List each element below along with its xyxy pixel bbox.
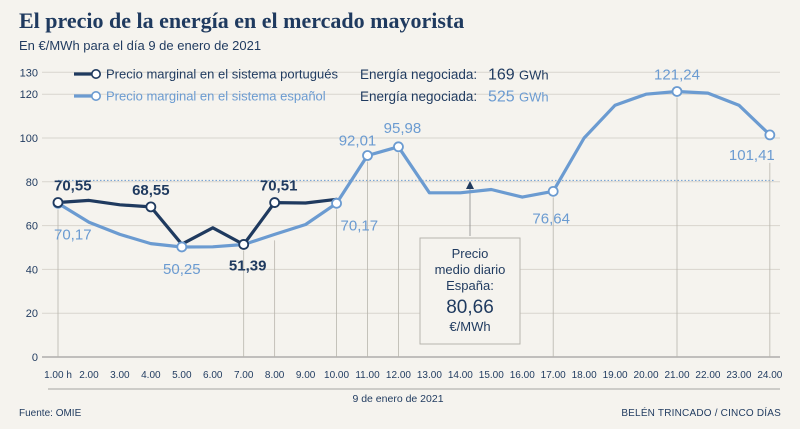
credit-note: BELÉN TRINCADO / CINCO DÍAS [621,408,781,419]
x-tick-label: 10.00 [324,370,349,381]
data-point-espanol [671,86,683,97]
chart-subtitle: En €/MWh para el día 9 de enero de 2021 [19,38,262,53]
x-tick-label: 16.00 [510,370,535,381]
data-point-espanol [547,185,559,197]
x-tick-label: 7.00 [234,370,254,381]
x-tick-label: 19.00 [603,370,628,381]
x-tick-label: 13.00 [417,370,442,381]
x-tick-label: 11.00 [355,370,380,381]
data-label-portugues: 70,51 [260,178,298,195]
x-tick-label: 3.00 [110,370,130,381]
x-tick-label: 12.00 [386,370,411,381]
data-label-espanol: 76,64 [532,210,570,227]
data-point-espanol [764,129,776,141]
y-tick-label: 20 [26,308,38,320]
data-label-espanol: 95,98 [384,120,422,137]
data-point-espanol [362,150,373,161]
data-point-portugues [145,201,157,213]
x-tick-label: 4.00 [141,370,161,381]
x-tick-label: 23.00 [726,370,751,381]
data-point-espanol [331,197,342,209]
x-tick-label: 20.00 [634,370,659,381]
x-tick-label: 18.00 [572,370,597,381]
average-arrow-head [466,181,474,189]
series-line-portugues [56,197,339,247]
x-tick-label: 17.00 [541,370,566,381]
x-tick-label: 15.00 [479,370,504,381]
data-point-portugues [269,197,281,208]
average-price-text: 80,66 [446,297,494,318]
average-price-text: España: [446,278,494,293]
y-tick-label: 130 [20,67,38,79]
data-label-espanol: 70,17 [54,226,92,243]
data-point-espanol [393,141,404,153]
data-label-espanol: 101,41 [729,147,775,164]
average-price-box [419,237,521,345]
y-tick-label: 80 [26,177,38,189]
x-tick-label: 5.00 [172,370,192,381]
data-point-portugues [52,197,64,208]
legend-label: Precio marginal en el sistema español [106,89,326,104]
x-tick-label: 24.00 [757,370,782,381]
data-point-espanol [176,241,188,253]
energy-label: Energía negociada: [360,67,477,82]
legend-swatch-marker [91,91,102,102]
y-tick-label: 0 [32,352,38,364]
x-tick-label: 8.00 [265,370,285,381]
chart-title: El precio de la energía en el mercado ma… [19,8,465,33]
energy-value: 525 [488,89,515,106]
source-note: Fuente: OMIE [19,408,82,419]
average-price-text: Precio [452,246,489,261]
y-tick-label: 40 [26,264,38,276]
legend-label: Precio marginal en el sistema portugués [106,67,338,82]
y-tick-label: 120 [20,89,38,101]
energy-unit: GWh [519,68,549,83]
legend-swatch-marker [91,69,102,80]
x-tick-label: 9.00 [296,370,316,381]
data-label-espanol: 70,17 [341,217,379,234]
data-label-portugues: 68,55 [132,182,170,199]
energy-unit: GWh [519,90,549,105]
data-label-espanol: 92,01 [339,132,377,149]
x-axis-label: 9 de enero de 2021 [352,393,443,405]
data-label-portugues: 70,55 [54,177,92,194]
x-tick-label: 1.00 h [44,370,72,381]
y-tick-label: 60 [26,221,38,233]
energy-label: Energía negociada: [360,89,477,104]
x-tick-label: 6.00 [203,370,223,381]
y-tick-label: 100 [20,133,38,145]
data-label-espanol: 50,25 [163,261,201,278]
average-price-text: €/MWh [449,319,490,334]
data-label-espanol: 121,24 [654,66,700,83]
x-tick-label: 21.00 [664,370,689,381]
data-point-portugues [238,239,250,250]
x-tick-label: 14.00 [448,370,473,381]
average-price-text: medio diario [435,262,506,277]
energy-value: 169 [488,67,515,84]
x-tick-label: 22.00 [695,370,720,381]
data-label-portugues: 51,39 [229,257,267,274]
x-tick-label: 2.00 [79,370,99,381]
